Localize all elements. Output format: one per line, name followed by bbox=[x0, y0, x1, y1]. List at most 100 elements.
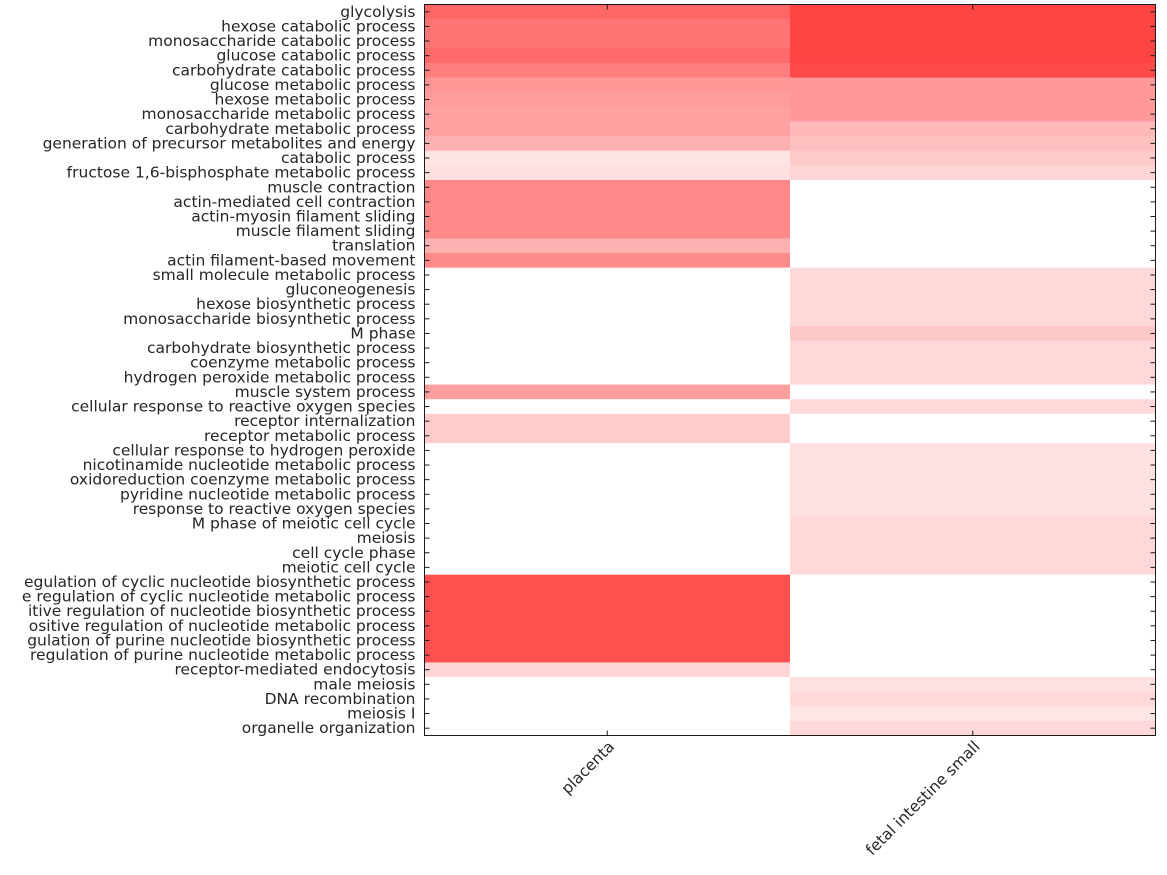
y-tick-label: cell cycle phase bbox=[292, 544, 415, 562]
heatmap-cell bbox=[790, 677, 1156, 693]
y-tick-label: monosaccharide biosynthetic process bbox=[123, 310, 415, 328]
heatmap-cell bbox=[424, 413, 791, 429]
y-tick-label: carbohydrate biosynthetic process bbox=[147, 339, 416, 357]
heatmap-cell bbox=[790, 19, 1156, 35]
heatmap-cell bbox=[424, 662, 791, 678]
y-tick-label: actin filament-based movement bbox=[167, 251, 415, 269]
heatmap-cell bbox=[790, 457, 1156, 473]
heatmap-cell bbox=[790, 720, 1156, 736]
heatmap-cell bbox=[790, 340, 1156, 356]
heatmap-cell bbox=[424, 633, 791, 649]
heatmap-cell bbox=[424, 677, 791, 693]
heatmap-cell bbox=[424, 282, 791, 298]
heatmap-cell bbox=[790, 253, 1156, 269]
heatmap-cells bbox=[424, 4, 1156, 736]
y-tick-label: oxidoreduction coenzyme metabolic proces… bbox=[70, 471, 416, 489]
y-tick-label: hexose metabolic process bbox=[215, 91, 416, 109]
heatmap-cell bbox=[424, 384, 791, 400]
y-tick-label: coenzyme metabolic process bbox=[190, 354, 415, 372]
heatmap-cell bbox=[790, 370, 1156, 386]
y-tick-label: regulation of purine nucleotide metaboli… bbox=[30, 646, 416, 664]
heatmap-cell bbox=[424, 603, 791, 620]
heatmap-cell bbox=[790, 106, 1156, 122]
heatmap-cell bbox=[424, 560, 791, 576]
heatmap-cell bbox=[790, 472, 1156, 488]
heatmap-cell bbox=[424, 370, 791, 386]
heatmap-cell bbox=[424, 194, 791, 210]
heatmap-cell bbox=[424, 545, 791, 561]
heatmap-cell bbox=[790, 413, 1156, 429]
heatmap-cell bbox=[424, 647, 791, 663]
heatmap-cell bbox=[790, 662, 1156, 678]
y-tick-label: e regulation of cyclic nucleotide metabo… bbox=[22, 588, 416, 606]
y-tick-label: receptor internalization bbox=[234, 412, 415, 430]
heatmap-cell bbox=[790, 62, 1156, 79]
heatmap-cell bbox=[424, 472, 791, 488]
heatmap-cell bbox=[424, 209, 791, 225]
heatmap-cell bbox=[790, 179, 1156, 196]
y-axis-ticks bbox=[424, 11, 1156, 729]
heatmap-cell bbox=[424, 311, 791, 327]
heatmap-cell bbox=[790, 209, 1156, 225]
heatmap-cell bbox=[424, 574, 791, 590]
y-tick-label: muscle filament sliding bbox=[236, 222, 416, 240]
heatmap-cell bbox=[790, 516, 1156, 532]
y-tick-label: generation of precursor metabolites and … bbox=[43, 134, 416, 152]
y-tick-label: gluconeogenesis bbox=[285, 281, 415, 299]
heatmap-cell bbox=[424, 179, 791, 196]
heatmap-cell bbox=[424, 296, 791, 313]
y-tick-label: M phase of meiotic cell cycle bbox=[192, 515, 416, 533]
y-tick-label: pyridine nucleotide metabolic process bbox=[120, 485, 415, 503]
x-axis-ticks bbox=[606, 4, 974, 736]
y-tick-label: M phase bbox=[350, 324, 415, 342]
heatmap-cell bbox=[790, 165, 1156, 181]
y-tick-label: hydrogen peroxide metabolic process bbox=[124, 368, 416, 386]
heatmap-cell bbox=[790, 4, 1156, 20]
heatmap-cell bbox=[790, 311, 1156, 327]
heatmap-cell bbox=[424, 238, 791, 254]
heatmap-cell bbox=[424, 136, 791, 152]
y-tick-label: fructose 1,6-bisphosphate metabolic proc… bbox=[67, 164, 416, 182]
heatmap-cell bbox=[424, 443, 791, 459]
heatmap-cell bbox=[424, 589, 791, 605]
heatmap-cell bbox=[790, 92, 1156, 108]
y-tick-label: meiosis I bbox=[347, 705, 415, 723]
y-tick-label: receptor metabolic process bbox=[204, 427, 415, 445]
y-tick-label: itive regulation of nucleotide biosynthe… bbox=[28, 602, 416, 620]
heatmap-cell bbox=[790, 194, 1156, 210]
heatmap-cell bbox=[790, 691, 1156, 707]
heatmap-cell bbox=[424, 165, 791, 181]
heatmap-cell bbox=[790, 560, 1156, 576]
heatmap-cell bbox=[424, 530, 791, 546]
heatmap-cell bbox=[790, 574, 1156, 590]
heatmap-cell bbox=[790, 355, 1156, 371]
heatmap-cell bbox=[790, 399, 1156, 415]
y-tick-label: hexose biosynthetic process bbox=[196, 295, 415, 313]
heatmap-cell bbox=[790, 77, 1156, 93]
y-tick-label: cellular response to reactive oxygen spe… bbox=[71, 398, 415, 416]
heatmap-cell bbox=[790, 296, 1156, 313]
y-tick-label: DNA recombination bbox=[265, 690, 416, 708]
heatmap-cell bbox=[424, 428, 791, 444]
x-tick-label: fetal intestine small bbox=[862, 738, 983, 859]
y-tick-label: catabolic process bbox=[281, 149, 416, 167]
y-tick-label: gulation of purine nucleotide biosynthet… bbox=[27, 631, 415, 649]
y-tick-label: meiotic cell cycle bbox=[282, 558, 416, 576]
heatmap-cell bbox=[790, 121, 1156, 137]
heatmap-cell bbox=[790, 486, 1156, 503]
heatmap-cell bbox=[790, 633, 1156, 649]
y-tick-label: ositive regulation of nucleotide metabol… bbox=[29, 617, 416, 635]
y-tick-label: actin-mediated cell contraction bbox=[173, 193, 415, 211]
heatmap-cell bbox=[424, 326, 791, 342]
y-tick-label: carbohydrate metabolic process bbox=[165, 120, 415, 138]
y-tick-label: egulation of cyclic nucleotide biosynthe… bbox=[24, 573, 415, 591]
y-tick-label: glycolysis bbox=[340, 3, 415, 21]
y-tick-label: carbohydrate catabolic process bbox=[172, 61, 416, 79]
y-tick-label: male meiosis bbox=[313, 675, 415, 693]
heatmap-cell bbox=[424, 355, 791, 371]
plot-frame bbox=[424, 4, 1156, 736]
y-tick-label: receptor-mediated endocytosis bbox=[174, 661, 415, 679]
heatmap-cell bbox=[424, 4, 791, 20]
heatmap-cell bbox=[790, 223, 1156, 239]
